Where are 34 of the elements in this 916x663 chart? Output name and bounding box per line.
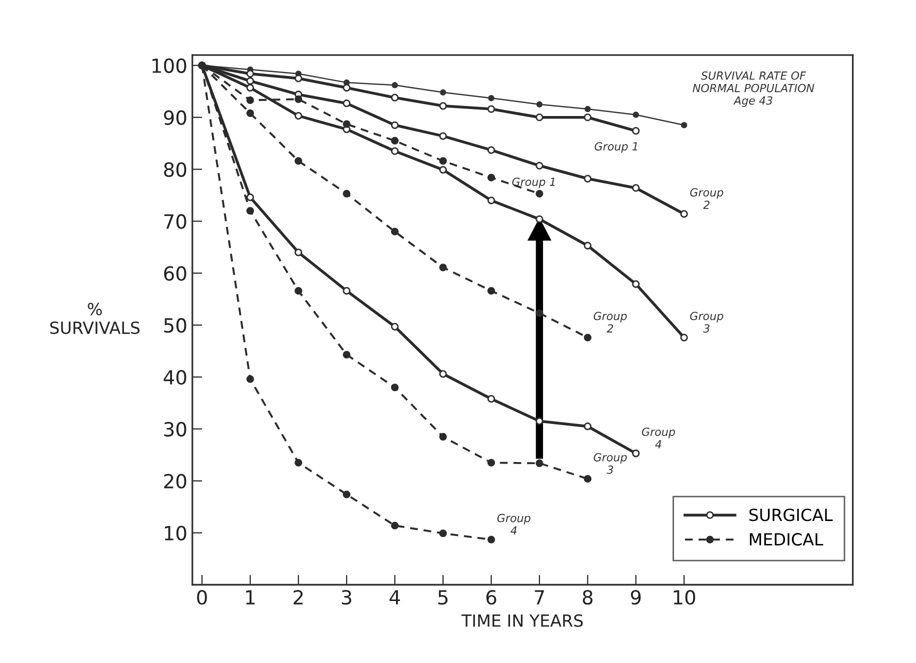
x-tick-label: 7 [534, 590, 544, 604]
x-tick-label: 0 [197, 590, 207, 605]
annotation: Group 3 [594, 453, 627, 474]
y-tick-label: 100 [152, 58, 186, 74]
annotation: Group 4 [642, 428, 675, 448]
annotation: Group 2 [690, 188, 724, 209]
x-tick-label: 2 [294, 590, 303, 604]
x-tick-label: 8 [582, 590, 593, 605]
y-tick-label: 40 [164, 370, 186, 385]
y-tick-label: 10 [164, 526, 186, 540]
x-tick-label: 10 [674, 590, 696, 605]
annotation: Group 3 [690, 312, 724, 333]
y-tick-label: 90 [164, 110, 186, 126]
annotation: Group 4 [497, 514, 530, 534]
annotation: SURVIVAL RATE OF NORMAL POPULATION Age 43 [692, 71, 814, 107]
annotation: Group 1 [594, 142, 638, 153]
y-tick-label: 60 [164, 266, 186, 281]
x-tick-label: 6 [486, 590, 496, 605]
annotation: Group 2 [594, 312, 627, 332]
x-tick-label: 9 [630, 590, 641, 605]
y-tick-label: 50 [164, 318, 186, 333]
x-tick-label: 4 [390, 590, 400, 604]
y-tick-label: 70 [164, 214, 186, 229]
annotation: Group 1 [512, 178, 555, 188]
y-tick-label: 80 [164, 162, 186, 177]
y-tick-label: 20 [164, 474, 186, 489]
y-tick-label: 30 [164, 422, 186, 437]
legend-label: MEDICAL [750, 533, 824, 546]
x-tick-label: 3 [342, 590, 352, 605]
x-tick-label: 1 [246, 590, 255, 604]
y-axis-title: % SURVIVALS [50, 302, 140, 334]
x-axis-title: TIME IN YEARS [461, 614, 583, 627]
legend-label: SURGICAL [749, 508, 833, 522]
x-tick-label: 5 [438, 590, 448, 605]
